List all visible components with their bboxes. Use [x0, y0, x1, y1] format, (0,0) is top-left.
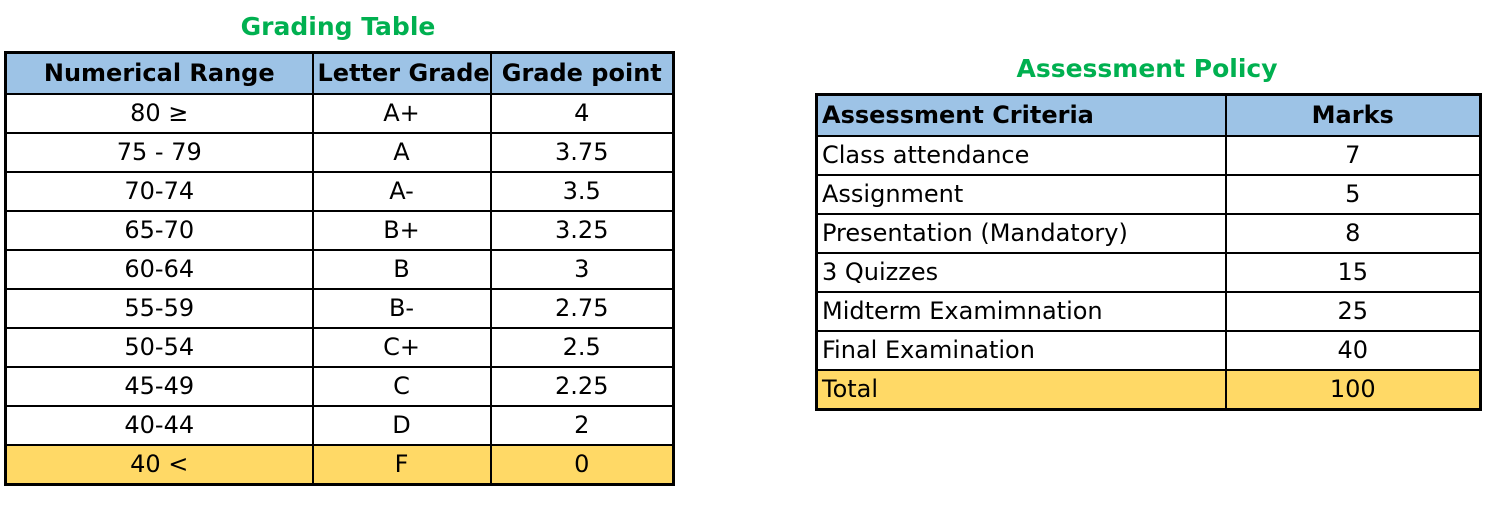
table-row: Final Examination 40 [815, 330, 1482, 371]
numerical-range-cell: 40 < [4, 444, 314, 486]
criteria-cell: 3 Quizzes [815, 252, 1227, 293]
grade-point-cell: 4 [489, 93, 675, 134]
header-letter-grade: Letter Grade [311, 51, 492, 95]
letter-grade-cell: D [311, 405, 492, 446]
grade-point-cell: 3.25 [489, 210, 675, 251]
letter-grade-cell: B+ [311, 210, 492, 251]
assessment-policy-title: Assessment Policy [1016, 54, 1278, 83]
table-row: Assignment 5 [815, 174, 1482, 215]
table-row: 45-49 C 2.25 [4, 366, 675, 407]
numerical-range-cell: 75 - 79 [4, 132, 314, 173]
marks-cell: 7 [1224, 135, 1482, 176]
grade-point-cell: 2 [489, 405, 675, 446]
table-header-row: Numerical Range Letter Grade Grade point [4, 51, 675, 95]
numerical-range-cell: 80 ≥ [4, 93, 314, 134]
marks-cell: 5 [1224, 174, 1482, 215]
table-row: 70-74 A- 3.5 [4, 171, 675, 212]
letter-grade-cell: A [311, 132, 492, 173]
grade-point-cell: 2.25 [489, 366, 675, 407]
table-row-total: Total 100 [815, 369, 1482, 411]
header-grade-point: Grade point [489, 51, 675, 95]
criteria-cell: Midterm Examimnation [815, 291, 1227, 332]
grade-point-cell: 0 [489, 444, 675, 486]
table-row: Midterm Examimnation 25 [815, 291, 1482, 332]
grading-table-title: Grading Table [240, 12, 436, 41]
numerical-range-cell: 70-74 [4, 171, 314, 212]
header-numerical-range: Numerical Range [4, 51, 314, 95]
table-row: 55-59 B- 2.75 [4, 288, 675, 329]
numerical-range-cell: 55-59 [4, 288, 314, 329]
criteria-cell: Class attendance [815, 135, 1227, 176]
table-row: Class attendance 7 [815, 135, 1482, 176]
header-marks: Marks [1224, 93, 1482, 137]
table-row-fail: 40 < F 0 [4, 444, 675, 486]
numerical-range-cell: 65-70 [4, 210, 314, 251]
numerical-range-cell: 40-44 [4, 405, 314, 446]
letter-grade-cell: B [311, 249, 492, 290]
assessment-policy-table: Assessment Criteria Marks Class attendan… [815, 93, 1482, 411]
marks-cell: 8 [1224, 213, 1482, 254]
numerical-range-cell: 50-54 [4, 327, 314, 368]
header-assessment-criteria: Assessment Criteria [815, 93, 1227, 137]
table-header-row: Assessment Criteria Marks [815, 93, 1482, 137]
letter-grade-cell: C [311, 366, 492, 407]
letter-grade-cell: F [311, 444, 492, 486]
marks-cell: 40 [1224, 330, 1482, 371]
letter-grade-cell: B- [311, 288, 492, 329]
table-row: 40-44 D 2 [4, 405, 675, 446]
grade-point-cell: 3.5 [489, 171, 675, 212]
grade-point-cell: 2.5 [489, 327, 675, 368]
letter-grade-cell: A+ [311, 93, 492, 134]
table-row: 65-70 B+ 3.25 [4, 210, 675, 251]
letter-grade-cell: C+ [311, 327, 492, 368]
grade-point-cell: 2.75 [489, 288, 675, 329]
marks-cell: 25 [1224, 291, 1482, 332]
table-row: 60-64 B 3 [4, 249, 675, 290]
numerical-range-cell: 45-49 [4, 366, 314, 407]
numerical-range-cell: 60-64 [4, 249, 314, 290]
table-row: 75 - 79 A 3.75 [4, 132, 675, 173]
grading-table: Numerical Range Letter Grade Grade point… [4, 51, 675, 486]
criteria-cell: Total [815, 369, 1227, 411]
grade-point-cell: 3 [489, 249, 675, 290]
table-row: Presentation (Mandatory) 8 [815, 213, 1482, 254]
criteria-cell: Final Examination [815, 330, 1227, 371]
table-row: 3 Quizzes 15 [815, 252, 1482, 293]
table-row: 50-54 C+ 2.5 [4, 327, 675, 368]
table-row: 80 ≥ A+ 4 [4, 93, 675, 134]
letter-grade-cell: A- [311, 171, 492, 212]
criteria-cell: Assignment [815, 174, 1227, 215]
marks-cell: 15 [1224, 252, 1482, 293]
marks-cell: 100 [1224, 369, 1482, 411]
grade-point-cell: 3.75 [489, 132, 675, 173]
criteria-cell: Presentation (Mandatory) [815, 213, 1227, 254]
